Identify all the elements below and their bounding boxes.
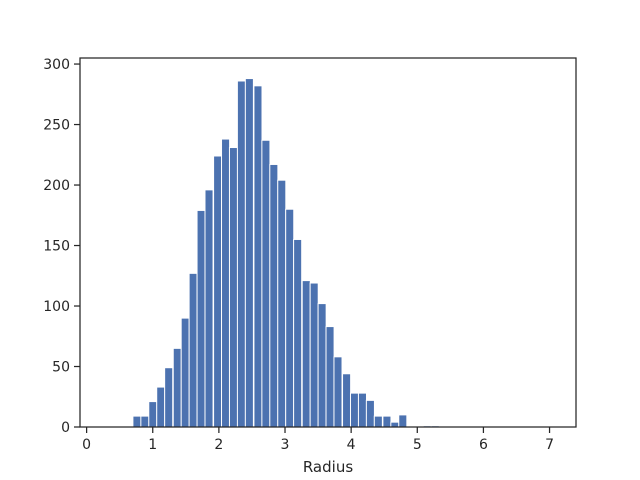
histogram-bar bbox=[285, 208, 295, 428]
histogram-bar bbox=[164, 367, 174, 428]
x-tick-label: 0 bbox=[82, 437, 91, 453]
y-tick-label: 100 bbox=[43, 299, 70, 315]
histogram-bar bbox=[398, 414, 408, 428]
x-tick-label: 5 bbox=[413, 437, 422, 453]
y-tick-label: 0 bbox=[61, 420, 70, 436]
x-tick-label: 7 bbox=[545, 437, 554, 453]
histogram-bar bbox=[373, 415, 383, 428]
histogram-bar bbox=[140, 415, 150, 428]
histogram-bar bbox=[148, 401, 158, 428]
y-tick-label: 50 bbox=[52, 360, 70, 376]
histogram-bar bbox=[196, 209, 206, 428]
histogram-bar bbox=[236, 80, 246, 428]
histogram-bar bbox=[213, 155, 223, 428]
histogram-bar bbox=[269, 163, 279, 428]
x-axis-label: Radius bbox=[303, 458, 353, 476]
histogram-bar bbox=[293, 238, 303, 428]
histogram-bar bbox=[204, 189, 214, 428]
histogram-bar bbox=[382, 415, 392, 428]
plot-frame bbox=[79, 57, 577, 428]
y-tick-label: 200 bbox=[43, 178, 70, 194]
histogram-bar bbox=[188, 272, 198, 428]
histogram-bar bbox=[317, 303, 327, 428]
x-tick-label: 4 bbox=[347, 437, 356, 453]
histogram-bar bbox=[172, 347, 182, 428]
histogram-bar bbox=[390, 421, 400, 428]
histogram-bar bbox=[253, 85, 263, 428]
histogram-bar bbox=[221, 138, 231, 428]
x-tick-label: 2 bbox=[214, 437, 223, 453]
histogram-bar bbox=[325, 326, 335, 428]
histogram-bar bbox=[333, 356, 343, 428]
histogram-bar bbox=[244, 78, 254, 428]
histogram-bar bbox=[277, 179, 287, 428]
histogram-bar bbox=[309, 282, 319, 428]
y-tick-label: 150 bbox=[43, 239, 70, 255]
histogram-bar bbox=[180, 317, 190, 428]
histogram-bar bbox=[357, 392, 367, 428]
x-tick-label: 1 bbox=[148, 437, 157, 453]
x-axis-ticks: 0 1 2 3 4 5 6 7 bbox=[82, 427, 554, 453]
y-axis-ticks: 0 50 100 150 200 250 300 bbox=[43, 57, 80, 436]
histogram-bar bbox=[365, 399, 375, 428]
x-tick-label: 6 bbox=[479, 437, 488, 453]
histogram-bar bbox=[261, 139, 271, 428]
histogram-bar bbox=[132, 415, 142, 428]
histogram-bar bbox=[342, 373, 352, 428]
y-tick-label: 300 bbox=[43, 57, 70, 73]
histogram-bar bbox=[349, 392, 360, 428]
x-tick-label: 3 bbox=[281, 437, 290, 453]
y-tick-label: 250 bbox=[43, 118, 70, 134]
histogram-bar bbox=[228, 147, 239, 428]
histogram-bar bbox=[301, 280, 311, 428]
histogram-bar bbox=[156, 386, 166, 428]
bars-group bbox=[132, 78, 440, 428]
